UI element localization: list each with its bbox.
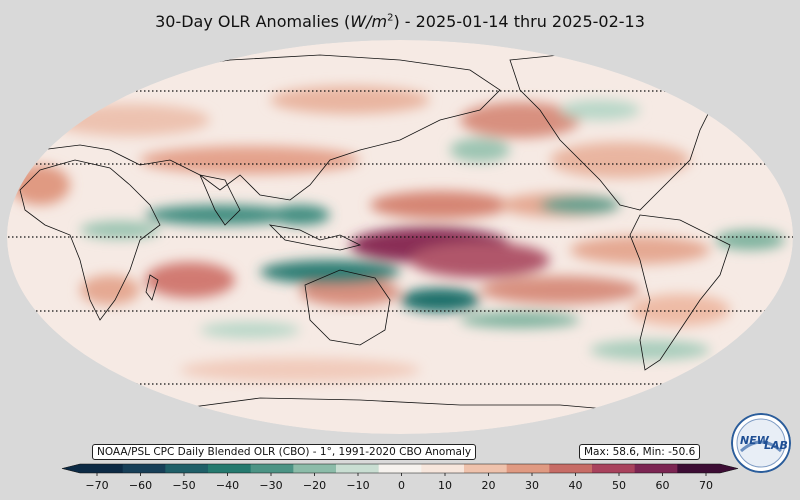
colorbar-segment [464, 464, 508, 473]
colorbar-segment [122, 464, 166, 473]
colorbar-tick-label: 40 [569, 479, 583, 492]
colorbar-segment [549, 464, 593, 473]
colorbar-segment [336, 464, 380, 473]
data-source-label: NOAA/PSL CPC Daily Blended OLR (CBO) - 1… [92, 444, 477, 460]
title-unit-exponent: 2 [387, 12, 394, 24]
colorbar-tick-label: −70 [85, 479, 108, 492]
colorbar-ticks: −70 −60 −50 −40 −30 −20 −10 0 10 20 30 40 50 60 70 [85, 473, 713, 492]
colorbar-segment [80, 464, 124, 473]
colorbar-tick-label: 30 [525, 479, 539, 492]
colorbar-segment [634, 464, 678, 473]
olr-anomaly-map [7, 40, 793, 434]
maritime-continent-outline [268, 224, 362, 251]
colorbar-segment [165, 464, 209, 473]
colorbar-extension-low [62, 464, 80, 473]
title-unit: W/m [350, 12, 388, 31]
australia-outline [304, 269, 391, 346]
colorbar-tick-label: 20 [482, 479, 496, 492]
logo-text-right: LAB [764, 439, 788, 452]
colorbar-tick-label: −10 [346, 479, 369, 492]
title-prefix: 30-Day OLR Anomalies ( [155, 12, 351, 31]
colorbar-tick-label: 60 [656, 479, 670, 492]
coastlines [19, 49, 771, 421]
colorbar-segment [293, 464, 337, 473]
colorbar-segment [506, 464, 550, 473]
colorbar-tick-label: 50 [612, 479, 626, 492]
south-america-outline [629, 214, 731, 371]
eurasia-outline [39, 54, 501, 201]
colorbar-tick-label: −50 [172, 479, 195, 492]
colorbar-extension-high [720, 464, 738, 473]
colorbar-tick-label: 70 [699, 479, 713, 492]
colorbar: −70 −60 −50 −40 −30 −20 −10 0 10 20 30 40 50 60 70 [61, 463, 739, 492]
colorbar-tick-label: −60 [129, 479, 152, 492]
colorbar-tick-label: −30 [259, 479, 282, 492]
colorbar-segment [250, 464, 294, 473]
new-lab-logo: NEW LAB [731, 413, 791, 473]
colorbar-segment [208, 464, 252, 473]
colorbar-outline [61, 463, 739, 474]
india-outline [199, 174, 241, 226]
colorbar-tick-label: 0 [398, 479, 405, 492]
logo-text-left: NEW [740, 434, 770, 447]
madagascar-outline [145, 274, 159, 301]
colorbar-segments [61, 463, 739, 474]
colorbar-segment [378, 464, 422, 473]
colorbar-tick-label: −40 [216, 479, 239, 492]
colorbar-tick-label: 10 [438, 479, 452, 492]
africa-outline [19, 159, 161, 321]
title-suffix: ) - 2025-01-14 thru 2025-02-13 [393, 12, 645, 31]
colorbar-tick-label: −20 [303, 479, 326, 492]
colorbar-segment [592, 464, 636, 473]
greenland-outline [699, 49, 771, 101]
map-title: 30-Day OLR Anomalies (W/m2) - 2025-01-14… [0, 12, 800, 31]
colorbar-segment [677, 464, 721, 473]
colorbar-segment [421, 464, 465, 473]
max-min-stats: Max: 58.6, Min: -50.6 [579, 444, 701, 460]
